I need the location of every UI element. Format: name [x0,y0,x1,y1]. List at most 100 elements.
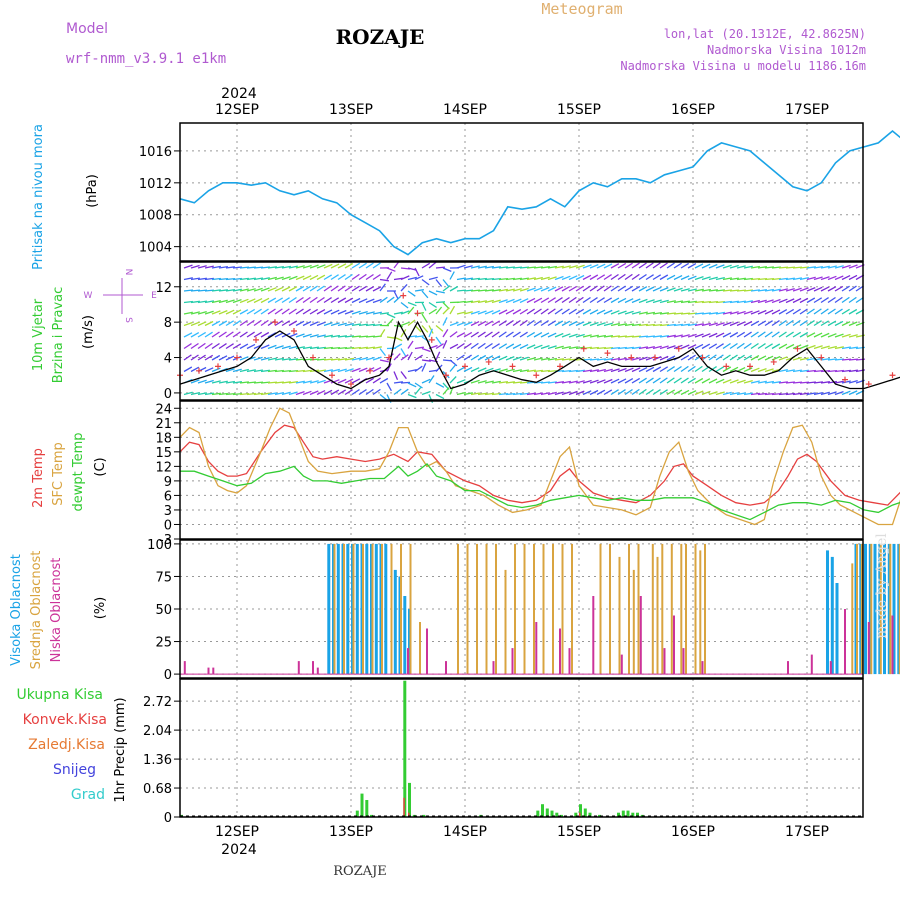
wind-arrow [519,381,530,384]
wind-arrow [288,358,298,361]
wind-arrow [239,319,248,327]
wind-arrow [596,309,606,315]
wind-arrow [778,356,788,361]
wind-arrow [260,319,269,327]
wind-arrow [365,356,375,361]
wind-arrow [358,367,368,373]
wind-arrow [736,367,746,373]
total-precip-bar [408,782,411,817]
wind-arrow [302,296,311,304]
wind-arrow [414,335,424,338]
wind-arrow [582,274,592,281]
wind-arrow [848,358,859,361]
wind-arrow [330,368,340,373]
wind-arrow [708,322,718,327]
wind-arrow [197,321,207,327]
wind-arrow [631,356,641,361]
wind-arrow [729,289,740,292]
wind-arrow [442,317,448,326]
wind-arrow [344,273,353,281]
wind-arrow [183,366,193,373]
wind-arrow [785,369,795,373]
footer-station: ROZAJE [333,864,387,879]
wind-arrow [568,296,577,304]
wind-arrow [295,308,304,315]
wind-arrow [302,275,312,281]
wind-arrow [323,274,333,281]
gust-marker [818,354,825,361]
wind-arrow [274,381,284,384]
wind-arrow [365,286,375,292]
wind-arrow [750,299,760,304]
wind-arrow [624,378,634,384]
wind-arrow [596,358,606,361]
wind-arrow [799,381,810,384]
wind-arrow [806,308,815,315]
wind-arrow [603,309,613,315]
wind-arrow [841,390,851,396]
wind-arrow [379,296,388,304]
high-cloud-bar [835,583,839,675]
wind-arrow [414,267,420,277]
wind-arrow [827,308,836,315]
date-label-top: 17SEP [785,102,829,118]
wind-arrow [372,274,381,281]
wind-arrow [365,298,375,304]
wind-arrow [694,263,704,269]
wind-arrow [743,310,753,315]
wind-arrow [253,331,263,338]
wind-arrow [743,354,753,361]
wind-arrow [750,380,760,384]
low-cloud-bar [673,615,675,675]
temp-ytick-label: 18 [155,431,172,446]
wind-arrow [253,381,264,384]
wind-arrow [463,331,473,338]
wind-arrow [442,340,448,349]
wind-arrow [841,296,850,304]
wind-arrow [729,321,739,327]
wind-arrow [211,331,220,338]
wind-arrow [323,389,333,396]
wind-arrow [547,369,558,373]
wind-arrow [610,357,621,361]
wind-arrow [323,297,332,304]
wind-arrow [848,264,858,269]
wind-arrow [470,310,480,315]
wind-arrow [379,278,389,282]
wind-arrow [533,308,542,315]
wind-arrow [561,358,571,361]
wind-arrow [610,297,620,304]
gust-marker [770,358,777,365]
wind-arrow [421,290,429,299]
wind-arrow [491,343,500,350]
pressure-frame [179,122,864,262]
wind-arrow [750,265,761,269]
wind-arrow [659,286,669,292]
wind-arrow [330,358,340,361]
wind-arrow [547,320,557,327]
wind-arrow [603,378,613,384]
wind-arrow [393,371,399,381]
low-cloud-bar [891,615,894,675]
wind-arrow [799,287,809,292]
wind-arrow [729,277,740,281]
wind-arrow [631,262,640,269]
total-precip-bar [365,800,369,817]
wind-arrow [610,273,619,281]
legend-convective-precip: Konvek.Kisa [23,712,107,728]
wind-arrow [820,345,830,350]
wind-arrow [680,300,690,304]
wind-arrow [435,393,445,400]
wind-arrow [505,298,515,304]
wind-arrow [260,266,270,269]
wind-arrow [813,276,823,281]
wind-arrow [470,331,479,338]
wind-arrow [267,369,277,373]
wind-arrow [834,265,844,269]
wind-arrow [652,323,663,327]
gust-marker [747,363,753,370]
wind-arrow [421,262,431,269]
compass-w: W [84,291,93,301]
wind-arrow [498,299,508,304]
cloud-frame [179,539,864,679]
